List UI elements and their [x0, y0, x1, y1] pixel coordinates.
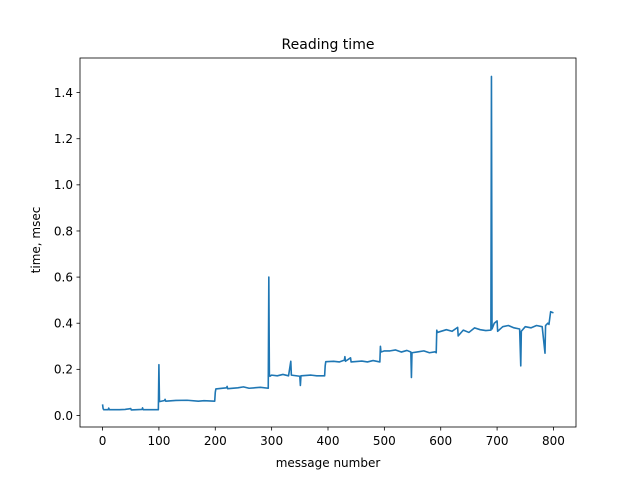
x-axis-label: message number	[276, 456, 381, 470]
x-tick-label: 800	[542, 434, 565, 448]
y-tick-label: 1.2	[54, 132, 73, 146]
x-axis: 0 100 200 300 400 500 600 700 800	[99, 427, 565, 448]
x-tick-label: 500	[373, 434, 396, 448]
x-tick-label: 400	[317, 434, 340, 448]
series-line-0	[101, 75, 554, 411]
x-tick-label: 200	[204, 434, 227, 448]
y-axis: 0.0 0.2 0.4 0.6 0.8 1.0 1.2 1.4	[54, 86, 80, 423]
y-tick-label: 1.4	[54, 86, 73, 100]
y-tick-label: 0.4	[54, 317, 73, 331]
x-tick-label: 600	[429, 434, 452, 448]
y-tick-label: 0.2	[54, 363, 73, 377]
y-axis-label: time, msec	[29, 207, 43, 274]
plot-area	[79, 57, 577, 428]
y-tick-label: 0.6	[54, 270, 73, 284]
y-tick-label: 0.0	[54, 409, 73, 423]
x-tick-label: 300	[260, 434, 283, 448]
x-tick-label: 700	[486, 434, 509, 448]
y-tick-label: 1.0	[54, 178, 73, 192]
y-tick-label: 0.8	[54, 224, 73, 238]
chart-title: Reading time	[282, 37, 375, 53]
x-tick-label: 100	[147, 434, 170, 448]
x-tick-label: 0	[99, 434, 107, 448]
axes-frame	[79, 57, 577, 428]
